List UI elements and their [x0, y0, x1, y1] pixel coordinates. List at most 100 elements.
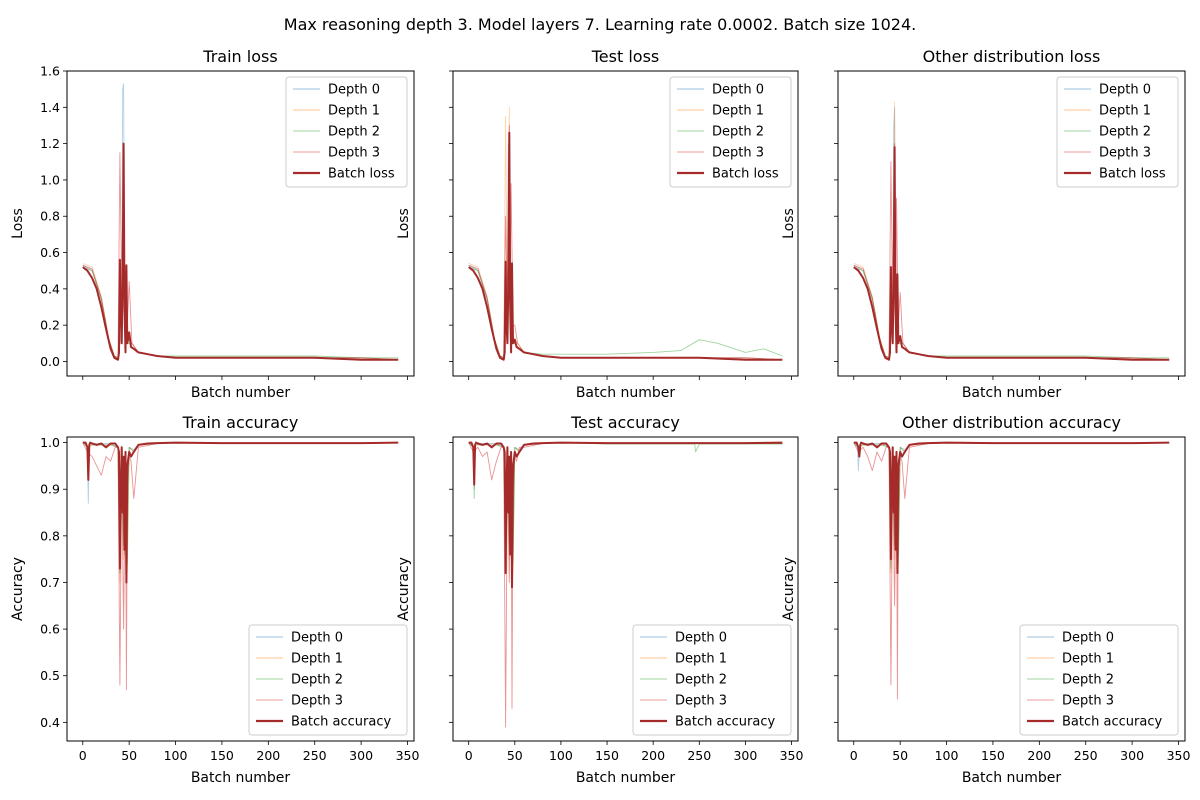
subplot: Train loss 0.0 0.2 0.4 0.6 0.8 1.0 1.2 1.4 1.6 Bat…: [10, 47, 415, 401]
legend-label: Depth 3: [712, 146, 764, 161]
y-axis-label: Accuracy: [781, 557, 797, 621]
x-tick-label: 200: [256, 748, 280, 763]
x-tick-label: 0: [79, 748, 87, 763]
series-group: [82, 83, 399, 361]
legend: Depth 0 Depth 1 Depth 2 Depth 3 Batch accura…: [248, 624, 408, 736]
x-tick-label: 350: [396, 748, 420, 763]
series-line-batch-loss: [468, 131, 783, 361]
subplot-title: Test loss: [591, 47, 660, 66]
x-tick-label: 0: [465, 748, 473, 763]
series-group: [468, 441, 783, 728]
legend-label: Depth 0: [1062, 631, 1114, 646]
legend-box: [1019, 624, 1179, 736]
subplot-title: Test accuracy: [570, 413, 680, 432]
y-tick-label: 0.7: [40, 575, 60, 590]
legend-label: Depth 1: [712, 104, 764, 119]
legend-box: [1056, 76, 1179, 188]
subplot: Other distribution loss Batch number Loss D…: [781, 47, 1186, 401]
x-axis-label: Batch number: [962, 770, 1062, 786]
axes-frame: [837, 436, 1186, 742]
subplot-title: Train accuracy: [182, 413, 299, 432]
legend-label: Depth 3: [291, 694, 343, 709]
series-line-batch-accuracy: [853, 441, 1170, 575]
legend: Depth 0 Depth 1 Depth 2 Depth 3 Batch accura…: [1019, 624, 1179, 736]
legend-label: Depth 0: [1099, 83, 1151, 98]
x-axis-label: Batch number: [576, 770, 676, 786]
x-axis-label: Batch number: [576, 385, 676, 401]
x-tick-label: 350: [780, 748, 804, 763]
y-tick-label: 0.6: [40, 622, 60, 637]
series-group: [468, 106, 783, 361]
legend-label: Depth 2: [291, 673, 343, 688]
y-tick-label: 0.2: [40, 318, 60, 333]
x-tick-label: 150: [210, 748, 234, 763]
legend: Depth 0 Depth 1 Depth 2 Depth 3 Batch accura…: [632, 624, 792, 736]
subplot-title: Other distribution accuracy: [902, 413, 1121, 432]
legend-label: Depth 2: [328, 125, 380, 140]
x-axis-label: Batch number: [191, 770, 291, 786]
x-tick-label: 100: [935, 748, 959, 763]
series-line-batch-loss: [82, 142, 399, 361]
legend-box: [248, 624, 408, 736]
x-axis-label: Batch number: [962, 385, 1062, 401]
x-tick-label: 350: [1167, 748, 1191, 763]
x-tick-label: 200: [641, 748, 665, 763]
x-tick-label: 250: [303, 748, 327, 763]
legend-label: Depth 0: [328, 83, 380, 98]
legend-label: Batch accuracy: [675, 715, 775, 730]
subplot: Other distribution accuracy 0 50 100 150 200 2…: [781, 413, 1190, 786]
y-tick-label: 0.4: [40, 281, 60, 296]
axes-frame: [66, 436, 415, 742]
legend-label: Batch loss: [328, 167, 395, 182]
legend-label: Depth 1: [1099, 104, 1151, 119]
legend-label: Batch accuracy: [1062, 715, 1162, 730]
x-tick-label: 250: [687, 748, 711, 763]
y-tick-label: 1.0: [40, 172, 60, 187]
legend: Depth 0 Depth 1 Depth 2 Depth 3 Batch loss: [285, 76, 408, 188]
legend-box: [632, 624, 792, 736]
legend: Depth 0 Depth 1 Depth 2 Depth 3 Batch loss: [669, 76, 792, 188]
y-tick-label: 0.8: [40, 528, 60, 543]
legend-label: Depth 1: [1062, 652, 1114, 667]
series-line-batch-accuracy: [468, 441, 783, 589]
legend-label: Depth 0: [291, 631, 343, 646]
legend-label: Batch accuracy: [291, 715, 391, 730]
figure-suptitle: Max reasoning depth 3. Model layers 7. L…: [284, 15, 916, 34]
x-tick-label: 100: [549, 748, 573, 763]
x-tick-label: 100: [164, 748, 188, 763]
y-tick-label: 0.9: [40, 482, 60, 497]
y-tick-label: 0.5: [40, 668, 60, 683]
y-tick-label: 1.6: [40, 64, 60, 79]
legend-label: Depth 2: [1062, 673, 1114, 688]
legend-label: Depth 3: [675, 694, 727, 709]
y-tick-label: 0.0: [40, 354, 60, 369]
x-tick-label: 200: [1027, 748, 1051, 763]
axes-frame: [452, 70, 799, 377]
x-tick-label: 50: [892, 748, 908, 763]
x-tick-label: 300: [349, 748, 373, 763]
x-tick-label: 50: [507, 748, 523, 763]
legend-box: [669, 76, 792, 188]
subplot: Test accuracy 0 50 100 150 200 250 300 350 Batch …: [396, 413, 804, 786]
y-tick-label: 1.4: [40, 100, 60, 115]
series-group: [853, 101, 1170, 361]
series-group: [82, 441, 399, 691]
subplot-title: Other distribution loss: [923, 47, 1101, 66]
legend-label: Depth 2: [675, 673, 727, 688]
x-tick-label: 50: [121, 748, 137, 763]
series-line-batch-loss: [853, 146, 1170, 361]
legend-label: Depth 1: [291, 652, 343, 667]
legend-label: Batch loss: [712, 167, 779, 182]
y-tick-label: 1.2: [40, 136, 60, 151]
subplot-title: Train loss: [202, 47, 277, 66]
y-axis-label: Loss: [396, 208, 412, 239]
legend-label: Depth 2: [1099, 125, 1151, 140]
x-tick-label: 300: [733, 748, 757, 763]
y-tick-label: 1.0: [40, 435, 60, 450]
subplot: Train accuracy 0.4 0.5 0.6 0.7 0.8 0.9 1.0 0 50 10…: [10, 413, 419, 786]
x-tick-label: 150: [595, 748, 619, 763]
y-tick-label: 0.4: [40, 715, 60, 730]
y-axis-label: Accuracy: [10, 557, 26, 621]
series-line-batch-accuracy: [82, 441, 399, 584]
